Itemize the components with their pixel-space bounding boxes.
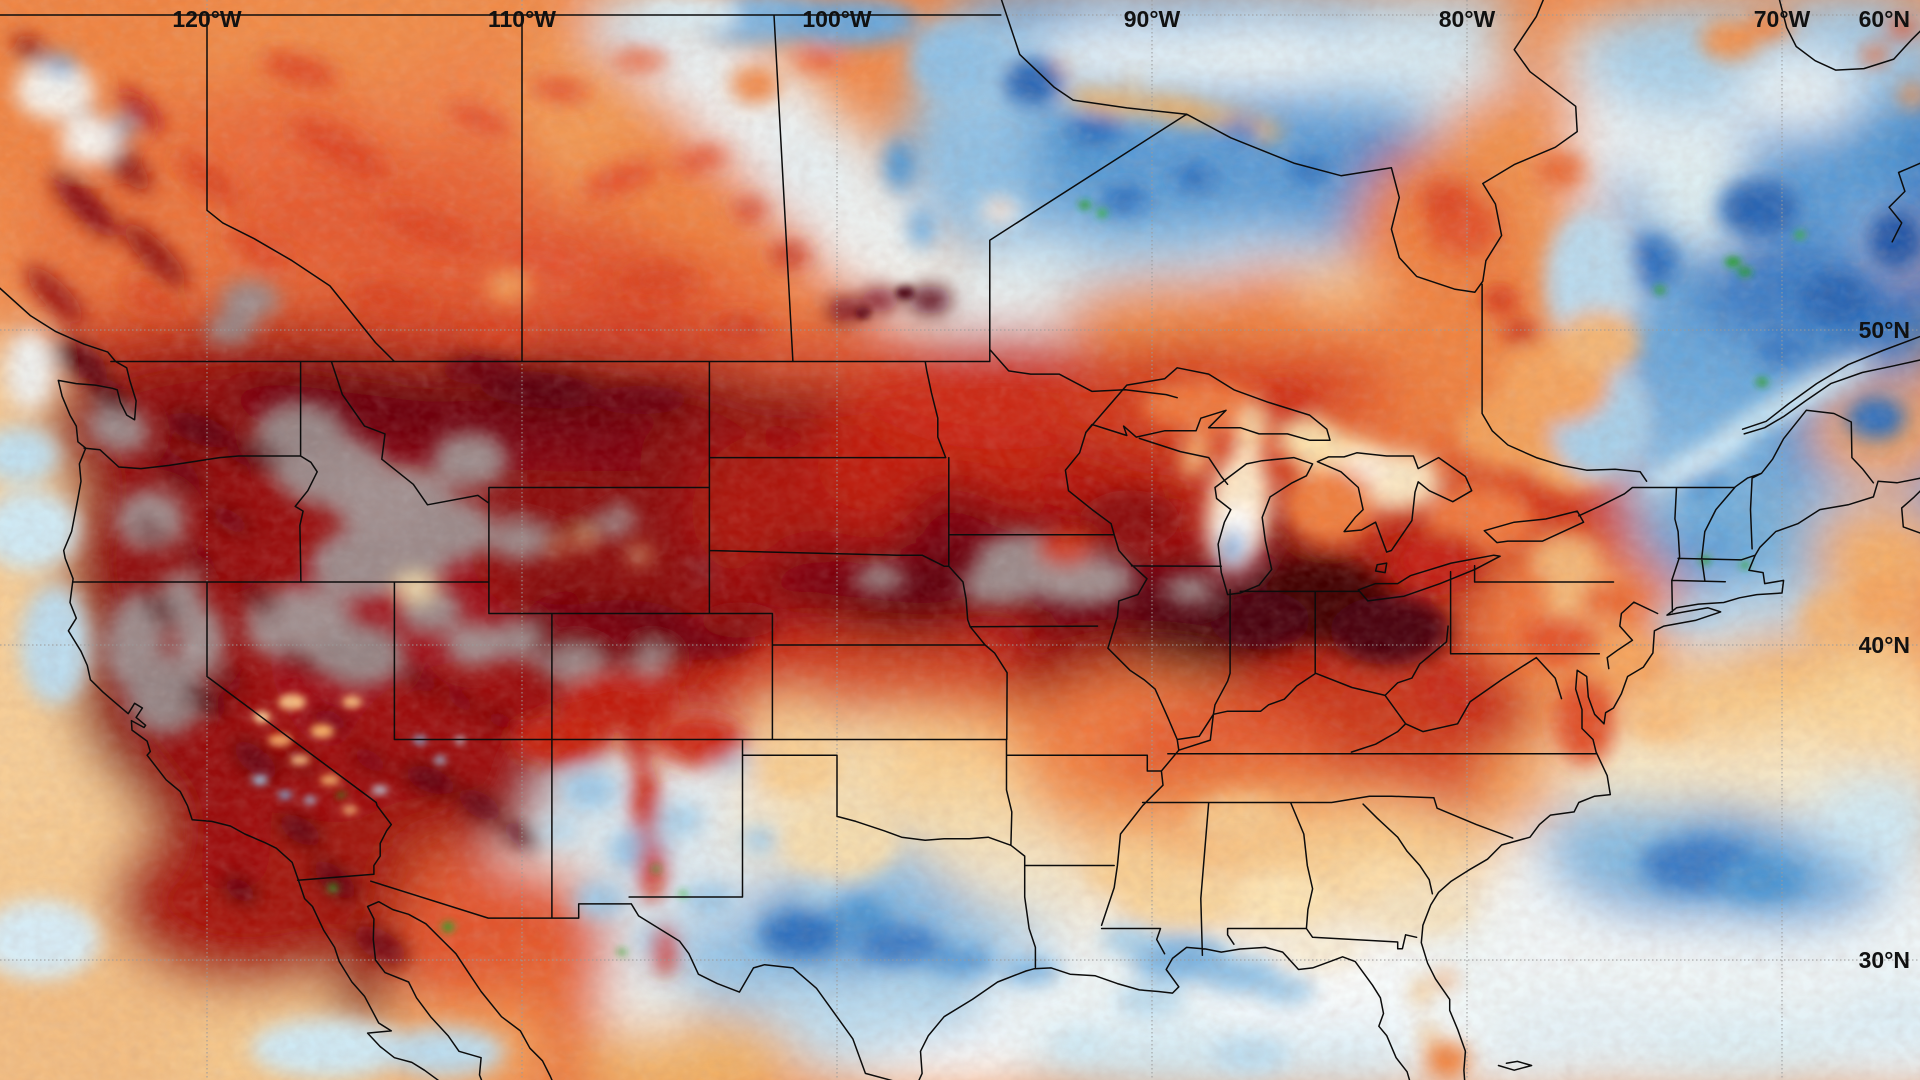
svg-text:50°N: 50°N xyxy=(1859,317,1910,343)
svg-text:60°N: 60°N xyxy=(1859,6,1910,32)
svg-text:120°W: 120°W xyxy=(172,6,242,32)
svg-text:30°N: 30°N xyxy=(1859,947,1910,973)
svg-text:80°W: 80°W xyxy=(1439,6,1496,32)
svg-text:110°W: 110°W xyxy=(488,6,556,32)
svg-text:100°W: 100°W xyxy=(802,6,872,32)
svg-text:70°W: 70°W xyxy=(1754,6,1811,32)
svg-text:90°W: 90°W xyxy=(1124,6,1181,32)
svg-text:40°N: 40°N xyxy=(1859,632,1910,658)
